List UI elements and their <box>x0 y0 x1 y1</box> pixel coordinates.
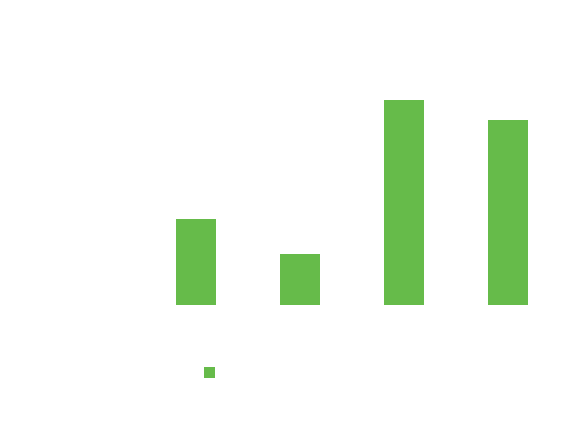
bar <box>488 120 528 305</box>
bar <box>176 219 216 305</box>
bar <box>280 254 320 305</box>
bar <box>384 100 424 305</box>
legend-swatch <box>204 367 215 378</box>
